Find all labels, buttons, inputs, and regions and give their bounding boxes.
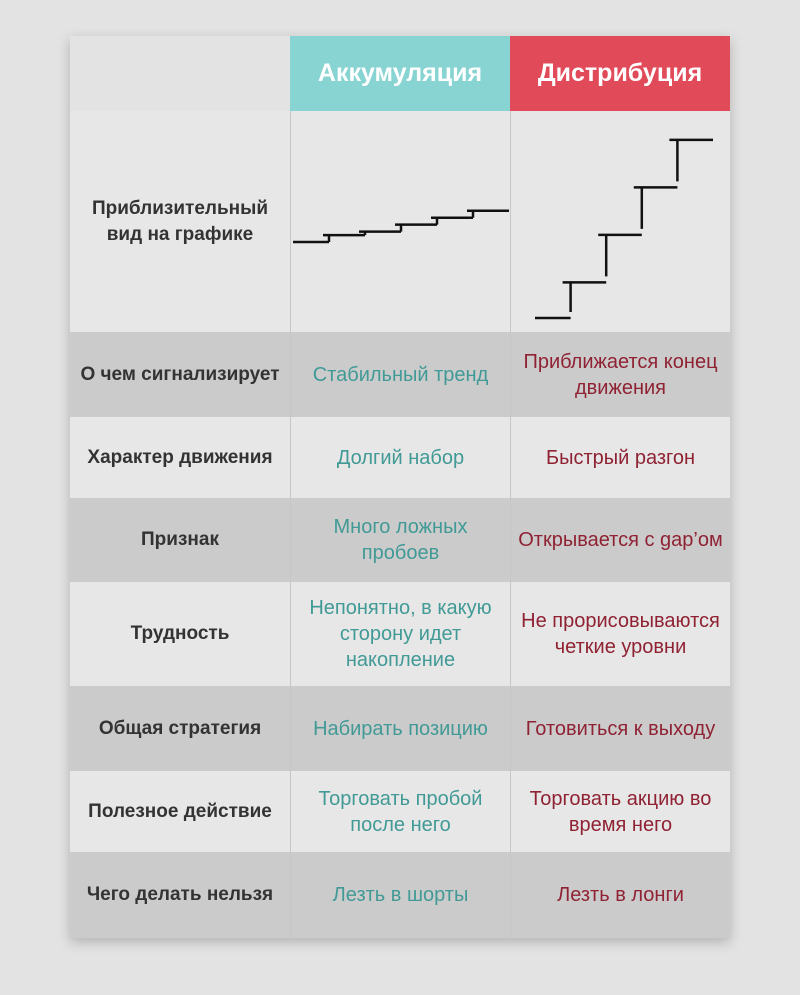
accumulation-cell: Торговать пробой после него: [290, 771, 510, 852]
distribution-header: Дистрибуция: [510, 36, 730, 111]
row-label: Приблизительный вид на графике: [70, 111, 290, 332]
chart-row: Приблизительный вид на графике: [70, 111, 730, 332]
distribution-cell: Быстрый разгон: [510, 417, 730, 498]
table-row: О чем сигнализирует Стабильный тренд При…: [70, 332, 730, 417]
row-label: Полезное действие: [70, 771, 290, 852]
distribution-cell: Не прорисовываются четкие уровни: [510, 582, 730, 686]
table-row: Общая стратегия Набирать позицию Готовит…: [70, 686, 730, 771]
accumulation-header: Аккумуляция: [290, 36, 510, 111]
accumulation-cell: Стабильный тренд: [290, 332, 510, 417]
accumulation-cell: Долгий набор: [290, 417, 510, 498]
table-header-row: Аккумуляция Дистрибуция: [70, 36, 730, 111]
header-empty-cell: [70, 36, 290, 111]
distribution-cell: Готовиться к выходу: [510, 686, 730, 771]
row-label: Характер движения: [70, 417, 290, 498]
accumulation-cell: Непонятно, в какую сторону идет накоплен…: [290, 582, 510, 686]
table-row: Признак Много ложных пробоев Открывается…: [70, 498, 730, 582]
accumulation-cell: Набирать позицию: [290, 686, 510, 771]
accumulation-cell: Лезть в шорты: [290, 852, 510, 938]
comparison-table: Аккумуляция Дистрибуция Приблизительный …: [70, 36, 730, 938]
row-label: Чего делать нельзя: [70, 852, 290, 938]
row-label: Признак: [70, 498, 290, 582]
table-row: Чего делать нельзя Лезть в шорты Лезть в…: [70, 852, 730, 938]
accumulation-chart: [293, 209, 509, 244]
distribution-chart: [535, 138, 713, 320]
distribution-cell: Торговать акцию во время него: [510, 771, 730, 852]
table-row: Характер движения Долгий набор Быстрый р…: [70, 417, 730, 498]
accumulation-chart-cell: [290, 111, 510, 332]
distribution-cell: Приближается конец движения: [510, 332, 730, 417]
accumulation-cell: Много ложных пробоев: [290, 498, 510, 582]
table-row: Трудность Непонятно, в какую сторону иде…: [70, 582, 730, 686]
distribution-chart-cell: [510, 111, 730, 332]
distribution-cell: Открывается с gap’ом: [510, 498, 730, 582]
table-row: Полезное действие Торговать пробой после…: [70, 771, 730, 852]
row-label: О чем сигнализирует: [70, 332, 290, 417]
row-label: Трудность: [70, 582, 290, 686]
distribution-cell: Лезть в лонги: [510, 852, 730, 938]
row-label: Общая стратегия: [70, 686, 290, 771]
